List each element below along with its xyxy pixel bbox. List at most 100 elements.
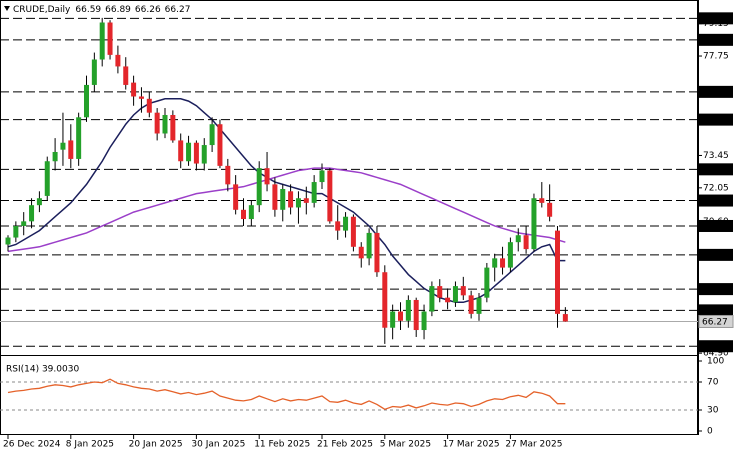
candle-body (91, 59, 97, 85)
candle-body (29, 205, 35, 222)
rsi-line (7, 378, 566, 411)
candle-body (382, 272, 388, 328)
candle-body (193, 142, 199, 164)
x-tick-label: 21 Feb 2025 (317, 440, 373, 450)
rsi-tick-label: 30 (707, 406, 719, 416)
level-label: 78.45 (702, 36, 728, 46)
candle-body (421, 311, 427, 331)
candle-body (452, 286, 458, 303)
candle-body (429, 286, 435, 312)
candle-body (272, 184, 278, 210)
symbol-title: CRUDE,Daily (13, 5, 71, 15)
candle-body (209, 124, 215, 146)
candle-body (484, 267, 490, 298)
candle-body (280, 188, 286, 210)
x-tick-label: 5 Mar 2025 (380, 440, 431, 450)
x-tick-label: 20 Jan 2025 (129, 440, 183, 450)
rsi-title: RSI(14) 39.0030 (6, 365, 79, 375)
candle-body (115, 54, 121, 67)
level-label-box (699, 12, 733, 25)
candle-body (562, 314, 568, 322)
level-label-box (699, 340, 733, 353)
candle-body (154, 112, 160, 134)
candle-body (445, 297, 451, 303)
candle-body (468, 295, 474, 314)
candle-body (295, 198, 301, 208)
x-tick-label: 11 Feb 2025 (254, 440, 310, 450)
candle-body (162, 114, 168, 134)
level-label: 79.38 (702, 14, 728, 24)
candle-body (327, 170, 333, 222)
candle-body (555, 230, 560, 314)
candle-body (201, 145, 207, 164)
candle-body (264, 168, 270, 185)
rsi-tick-label: 0 (707, 427, 713, 437)
candle-body (36, 198, 42, 206)
candle-body (358, 246, 364, 259)
candle-body (186, 142, 192, 162)
candle-body (107, 22, 113, 55)
y-tick-label: 73.45 (703, 151, 729, 161)
candle-body (131, 82, 137, 97)
x-tick-label: 27 Mar 2025 (505, 440, 562, 450)
candle-body (398, 311, 403, 321)
candle-body (217, 124, 223, 166)
candle-body (21, 221, 27, 226)
candle-body (44, 161, 50, 196)
candle-body (539, 198, 545, 203)
level-label-box (699, 33, 733, 46)
moving-average (7, 167, 566, 253)
candle-body (13, 225, 19, 238)
level-label: 70.40 (702, 222, 728, 232)
y-tick-label: 72.05 (703, 183, 729, 193)
candle-body (241, 209, 246, 220)
y-tick-label: 64.90 (703, 349, 729, 359)
low-label: 66.26 (135, 5, 161, 15)
chart-header: CRUDE,Daily 66.59 66.89 66.26 66.27 (13, 5, 190, 15)
level-label: 66.75 (702, 306, 728, 316)
last-price-label: 66.27 (702, 317, 728, 327)
x-tick-label: 17 Mar 2025 (443, 440, 500, 450)
candle-body (303, 198, 309, 203)
candle-body (225, 165, 231, 185)
candle-body (413, 299, 419, 331)
level-label: 65.20 (702, 342, 728, 352)
level-label-box (699, 248, 733, 261)
candle-body (405, 299, 411, 321)
close-label: 66.27 (165, 5, 191, 15)
x-tick-label: 30 Jan 2025 (191, 440, 245, 450)
candle-body (492, 258, 498, 268)
level-label: 76.20 (702, 88, 728, 98)
open-label: 66.59 (75, 5, 101, 15)
candle-body (138, 96, 144, 99)
candle-body (76, 117, 82, 159)
candle-body (311, 182, 317, 203)
candle-body (507, 242, 513, 268)
level-label: 72.85 (702, 165, 728, 175)
candle-body (84, 84, 89, 118)
candle-body (288, 191, 294, 208)
candle-body (515, 235, 521, 243)
level-label-box (699, 85, 733, 98)
candle-body (335, 221, 341, 231)
candle-body (5, 237, 11, 245)
menu-arrow[interactable] (4, 6, 10, 11)
candle-body (99, 22, 105, 60)
candle-body (531, 198, 537, 250)
candle-body (319, 170, 325, 183)
candle-body (178, 140, 184, 162)
candle-body (374, 232, 380, 273)
level-label: 75.00 (702, 116, 728, 126)
candle-body (248, 205, 254, 220)
candle-body (123, 66, 129, 85)
level-label-box (699, 113, 733, 126)
y-tick-label: 77.75 (703, 52, 729, 62)
last-price-box (698, 314, 734, 328)
x-tick-label: 26 Dec 2024 (3, 440, 61, 450)
rsi-tick-label: 100 (707, 357, 724, 367)
candle-body (52, 151, 58, 162)
candle-body (256, 168, 262, 206)
frame (0, 0, 698, 435)
level-label-box (699, 194, 733, 207)
